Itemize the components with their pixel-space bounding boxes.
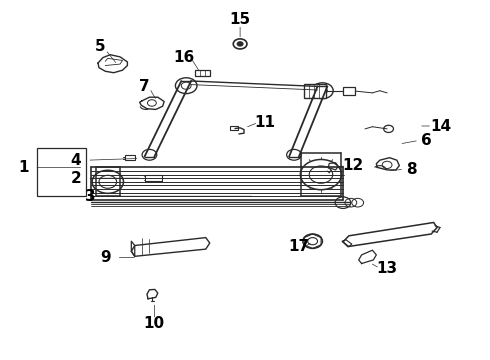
Text: 11: 11 — [254, 115, 275, 130]
Text: 3: 3 — [85, 189, 96, 204]
Text: 9: 9 — [100, 250, 111, 265]
Bar — [343, 87, 355, 95]
Polygon shape — [131, 238, 210, 256]
Bar — [195, 70, 210, 76]
Text: 1: 1 — [18, 160, 29, 175]
Bar — [37, 148, 86, 196]
Text: 4: 4 — [71, 153, 81, 168]
Text: 2: 2 — [71, 171, 81, 186]
Bar — [230, 126, 238, 130]
Text: 12: 12 — [342, 158, 364, 173]
Polygon shape — [343, 222, 437, 247]
FancyBboxPatch shape — [125, 155, 135, 160]
Text: 17: 17 — [288, 239, 310, 254]
Text: 13: 13 — [376, 261, 398, 276]
Circle shape — [237, 42, 243, 46]
Text: 14: 14 — [430, 118, 452, 134]
Text: 10: 10 — [144, 316, 165, 332]
Text: 5: 5 — [95, 39, 106, 54]
Bar — [304, 84, 326, 98]
Text: 15: 15 — [229, 12, 251, 27]
Text: 6: 6 — [421, 133, 432, 148]
Text: 8: 8 — [406, 162, 417, 177]
Text: 7: 7 — [139, 79, 150, 94]
Text: 16: 16 — [173, 50, 195, 65]
